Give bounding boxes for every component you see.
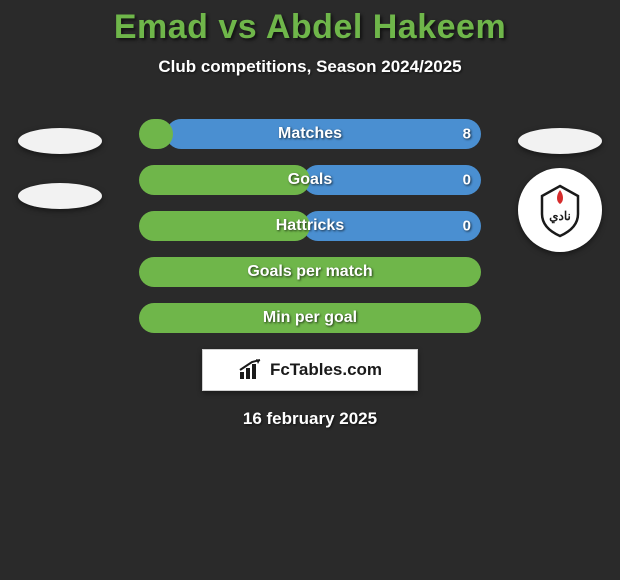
club-logo: نادي — [518, 168, 602, 252]
stat-bar-row: Min per goal — [139, 303, 481, 333]
date-label: 16 february 2025 — [0, 409, 620, 429]
stat-label: Hattricks — [139, 217, 481, 235]
stat-bar-row: Hattricks0 — [139, 211, 481, 241]
stat-bar-row: Matches8 — [139, 119, 481, 149]
player-badge-left — [18, 108, 102, 192]
title-player-left: Emad — [114, 8, 209, 46]
club-logo-svg: نادي — [530, 180, 590, 240]
stat-label: Matches — [139, 125, 481, 143]
stat-bar-row: Goals per match — [139, 257, 481, 287]
branding-box: FcTables.com — [202, 349, 418, 391]
comparison-title: Emad vs Abdel Hakeem — [0, 0, 620, 47]
comparison-subtitle: Club competitions, Season 2024/2025 — [0, 57, 620, 77]
placeholder-icon — [518, 128, 602, 154]
comparison-bars: Matches8Goals0Hattricks0Goals per matchM… — [139, 119, 481, 333]
svg-text:نادي: نادي — [549, 209, 571, 224]
stat-value-right: 8 — [463, 126, 471, 143]
stat-value-right: 0 — [463, 172, 471, 189]
stat-value-right: 0 — [463, 218, 471, 235]
player-badge-right: نادي — [518, 108, 602, 192]
stat-bar-row: Goals0 — [139, 165, 481, 195]
branding-text: FcTables.com — [270, 360, 382, 380]
placeholder-icon — [18, 128, 102, 154]
chart-icon — [238, 359, 264, 381]
stat-label: Goals — [139, 171, 481, 189]
stat-label: Goals per match — [139, 263, 481, 281]
title-player-right: Abdel Hakeem — [266, 8, 506, 46]
stat-label: Min per goal — [139, 309, 481, 327]
placeholder-icon — [18, 183, 102, 209]
title-vs: vs — [208, 8, 265, 46]
